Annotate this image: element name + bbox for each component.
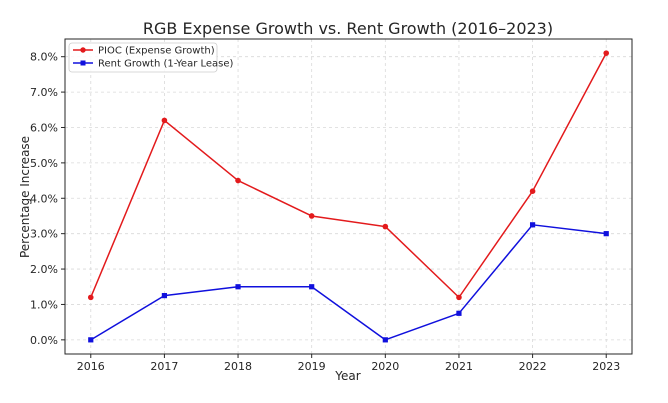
data-point-rent <box>235 284 241 290</box>
x-tick-label: 2022 <box>519 360 547 373</box>
chart-title: RGB Expense Growth vs. Rent Growth (2016… <box>143 19 553 38</box>
y-tick-label: 2.0% <box>30 263 58 276</box>
legend-box <box>68 42 218 73</box>
y-tick-label: 8.0% <box>30 51 58 64</box>
data-point-pioc <box>87 294 94 301</box>
data-point-pioc <box>235 177 241 184</box>
data-point-rent <box>161 293 168 299</box>
x-axis-label: Year <box>334 369 360 383</box>
data-point-rent <box>309 284 315 290</box>
data-point-pioc <box>456 294 462 301</box>
x-tick-label: 2020 <box>371 360 399 373</box>
data-point-rent <box>456 310 462 316</box>
legend: PIOC (Expense Growth) Rent Growth (1-Yea… <box>68 42 234 73</box>
y-tick-label: 1.0% <box>30 298 58 311</box>
data-point-pioc <box>603 50 610 56</box>
legend-label-pioc: PIOC (Expense Growth) <box>98 46 215 57</box>
grid <box>65 39 632 354</box>
series-layer <box>87 50 610 343</box>
legend-marker-pioc <box>80 47 86 53</box>
y-tick-label: 4.0% <box>30 192 58 205</box>
legend-marker-rent <box>80 60 86 66</box>
data-point-rent <box>529 222 536 228</box>
x-tick-label: 2016 <box>77 360 105 373</box>
y-tick-label: 5.0% <box>30 157 58 170</box>
y-tick-label: 0.0% <box>30 334 58 347</box>
data-point-rent <box>382 337 388 343</box>
x-tick-label: 2019 <box>298 360 326 373</box>
data-point-rent <box>88 337 94 343</box>
x-tick-label: 2021 <box>445 360 473 373</box>
axis-ticks: 2016 2017 2018 2019 2020 2021 2022 2023 0.0% 1.0%… <box>30 51 620 373</box>
y-tick-label: 3.0% <box>30 228 58 241</box>
series-line-pioc <box>90 52 607 299</box>
y-tick-label: 7.0% <box>30 86 58 99</box>
data-point-pioc <box>308 213 315 219</box>
data-point-pioc <box>382 223 389 230</box>
data-point-pioc <box>529 188 536 194</box>
legend-label-rent: Rent Growth (1-Year Lease) <box>98 59 234 70</box>
series-line-rent <box>90 224 607 341</box>
x-tick-label: 2018 <box>224 360 252 373</box>
data-point-rent <box>603 231 609 237</box>
y-axis-label: Percentage Increase <box>18 136 32 258</box>
plot-frame <box>64 38 633 355</box>
x-tick-label: 2017 <box>150 360 178 373</box>
x-tick-label: 2023 <box>592 360 620 373</box>
y-tick-label: 6.0% <box>30 121 58 134</box>
data-point-pioc <box>161 117 168 124</box>
